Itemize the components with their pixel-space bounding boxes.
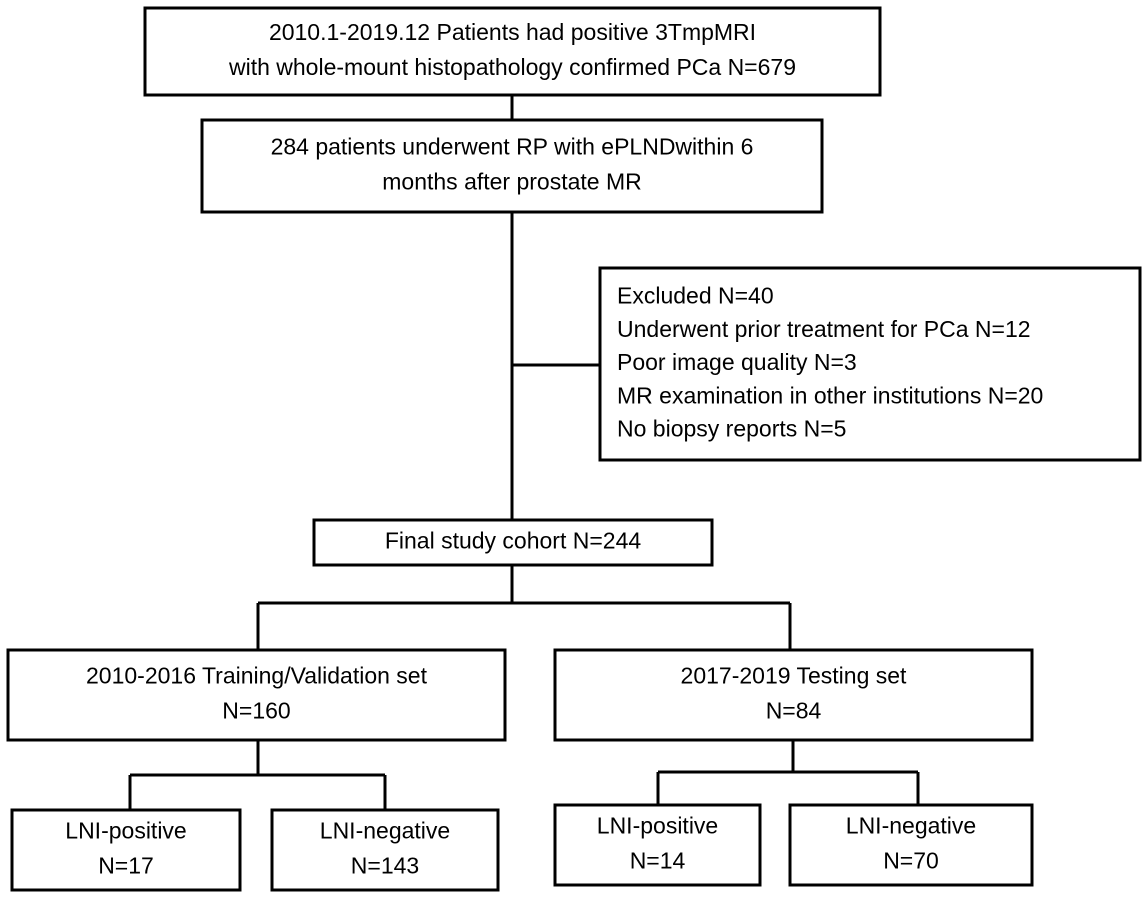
node-text: LNI-positive — [65, 818, 186, 844]
connectors — [128, 95, 920, 810]
node-text: LNI-negative — [846, 813, 976, 839]
node-text: with whole-mount histopathology confirme… — [228, 54, 796, 80]
node: Final study cohort N=244 — [312, 518, 714, 567]
node: 2017-2019 Testing set N=84 — [553, 648, 1034, 742]
node-text: 2017-2019 Testing set — [681, 663, 908, 689]
node-text: N=17 — [98, 853, 154, 879]
node: Excluded N=40 Underwent prior treatment f… — [598, 266, 1142, 462]
node-text: LNI-positive — [597, 813, 718, 839]
node-box — [10, 808, 242, 892]
node-box — [143, 6, 882, 97]
node-text: MR examination in other institutions N=2… — [617, 382, 1043, 408]
node-text: N=14 — [630, 848, 686, 874]
node: 2010.1-2019.12 Patients had positive 3Tm… — [143, 6, 882, 97]
node-box — [788, 803, 1034, 887]
node-box — [6, 648, 507, 742]
node-text: 2010-2016 Training/Validation set — [86, 663, 428, 689]
node-text: 284 patients underwent RP with ePLNDwith… — [271, 134, 754, 160]
node-text: LNI-negative — [320, 818, 450, 844]
node: LNI-negative N=70 — [788, 803, 1034, 887]
node-text: N=160 — [222, 698, 290, 724]
node: LNI-negative N=143 — [270, 808, 500, 892]
node-box — [200, 118, 824, 214]
node-box — [553, 803, 762, 887]
node-text: months after prostate MR — [382, 169, 642, 195]
node-text: N=143 — [351, 853, 419, 879]
boxes: 2010.1-2019.12 Patients had positive 3Tm… — [6, 6, 1142, 892]
node-text: Poor image quality N=3 — [617, 349, 857, 375]
node: LNI-positive N=14 — [553, 803, 762, 887]
node: LNI-positive N=17 — [10, 808, 242, 892]
node-text: 2010.1-2019.12 Patients had positive 3Tm… — [269, 19, 756, 45]
node-text: Final study cohort N=244 — [385, 528, 642, 554]
node: 284 patients underwent RP with ePLNDwith… — [200, 118, 824, 214]
node-box — [553, 648, 1034, 742]
node-box — [270, 808, 500, 892]
node-text: No biopsy reports N=5 — [617, 416, 846, 442]
node: 2010-2016 Training/Validation set N=160 — [6, 648, 507, 742]
node-text: N=84 — [766, 698, 822, 724]
node-box — [598, 266, 1142, 462]
node-text: Excluded N=40 — [617, 282, 774, 308]
node-text: Underwent prior treatment for PCa N=12 — [617, 316, 1031, 342]
node-box — [312, 518, 714, 567]
node-text: N=70 — [883, 848, 939, 874]
